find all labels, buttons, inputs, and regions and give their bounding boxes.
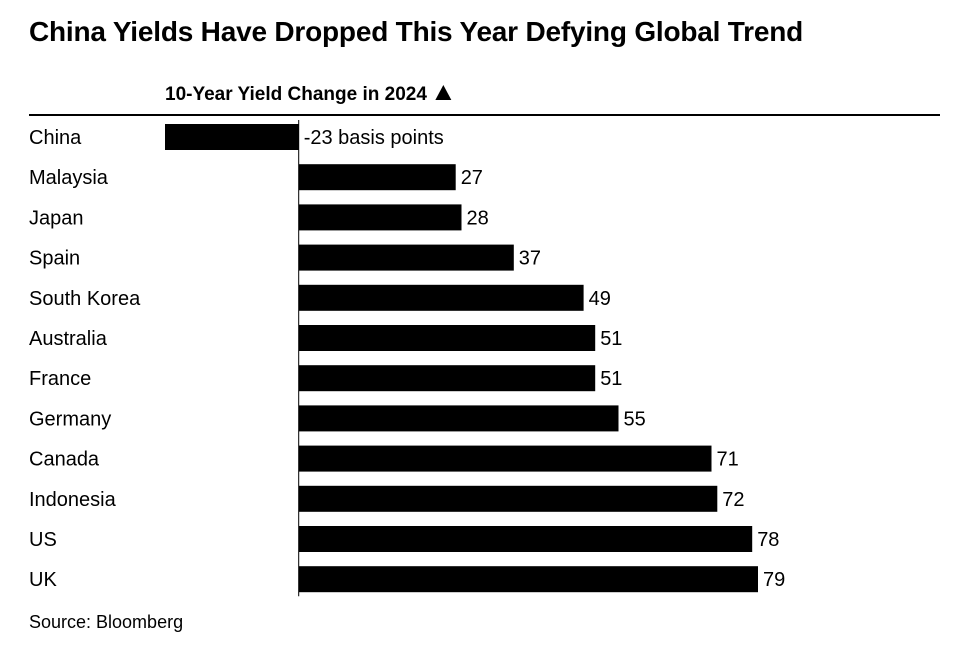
data-label: 51 bbox=[600, 368, 622, 390]
data-label: 72 bbox=[722, 489, 744, 511]
category-label: UK bbox=[29, 569, 57, 591]
data-label: 71 bbox=[717, 449, 739, 471]
bar bbox=[298, 325, 596, 351]
chart-header: 10-Year Yield Change in 2024 bbox=[165, 84, 427, 105]
bar bbox=[298, 485, 718, 512]
bar bbox=[298, 365, 596, 392]
data-label: 37 bbox=[519, 248, 541, 270]
data-label: 79 bbox=[763, 569, 785, 591]
bar bbox=[298, 284, 584, 311]
data-label: 27 bbox=[461, 167, 483, 189]
source-note: Source: Bloomberg bbox=[29, 612, 184, 632]
category-label: US bbox=[29, 529, 57, 551]
category-label: Malaysia bbox=[29, 167, 109, 189]
bar bbox=[298, 566, 758, 593]
data-label: 51 bbox=[600, 328, 622, 350]
triangle-up-icon bbox=[435, 85, 452, 100]
category-label: France bbox=[29, 368, 91, 390]
bar bbox=[298, 405, 619, 432]
data-label: 28 bbox=[467, 207, 489, 229]
bar bbox=[298, 204, 462, 231]
category-label: China bbox=[29, 127, 82, 149]
category-label: South Korea bbox=[29, 288, 141, 310]
category-label: Indonesia bbox=[29, 489, 117, 511]
chart-title: China Yields Have Dropped This Year Defy… bbox=[29, 16, 804, 47]
bar bbox=[298, 164, 456, 191]
data-label: 78 bbox=[757, 529, 779, 551]
category-label: Australia bbox=[29, 328, 108, 350]
category-label: Spain bbox=[29, 248, 80, 270]
bar bbox=[298, 526, 753, 552]
data-label: -23 basis points bbox=[304, 127, 444, 149]
bar bbox=[165, 124, 299, 150]
data-label: 55 bbox=[624, 408, 646, 430]
bar bbox=[298, 244, 514, 271]
category-label: Canada bbox=[29, 449, 100, 471]
category-label: Japan bbox=[29, 207, 84, 229]
category-label: Germany bbox=[29, 408, 111, 430]
data-label: 49 bbox=[589, 288, 611, 310]
bar bbox=[298, 445, 712, 472]
